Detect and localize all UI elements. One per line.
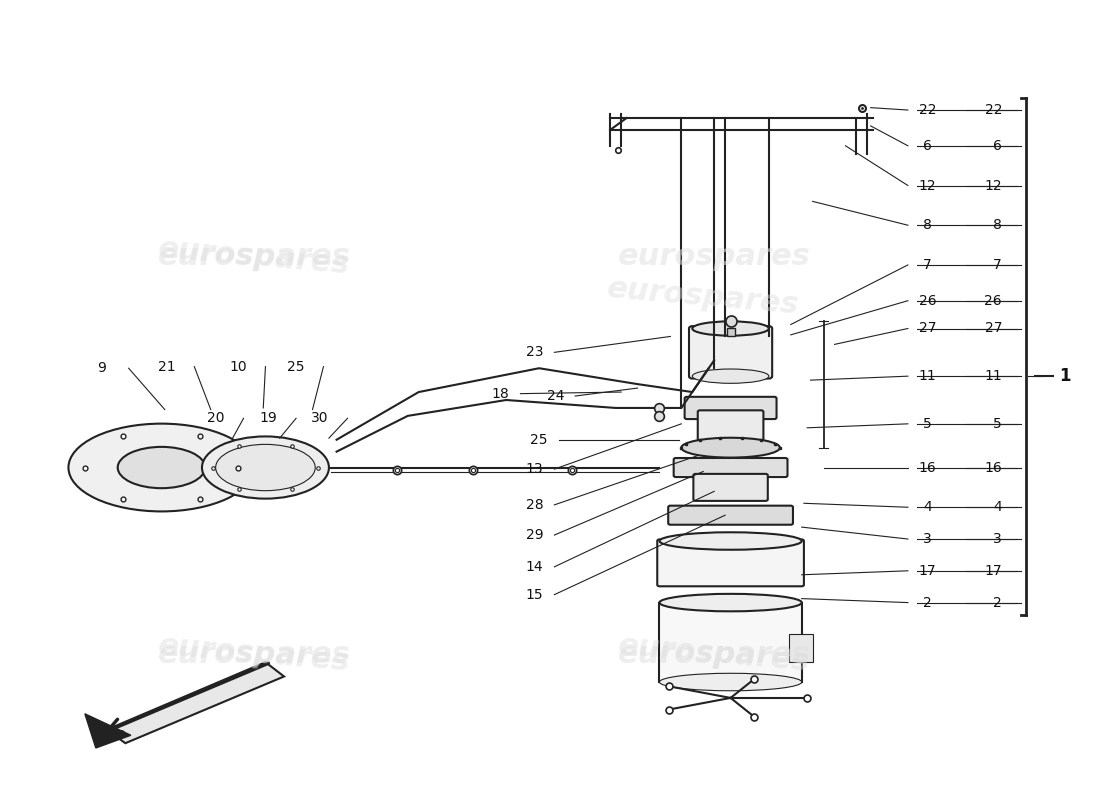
- Text: 7: 7: [993, 258, 1002, 272]
- Ellipse shape: [692, 322, 769, 336]
- Text: 10: 10: [229, 360, 246, 374]
- Text: 17: 17: [918, 564, 936, 578]
- Text: 22: 22: [984, 103, 1002, 117]
- Text: 17: 17: [984, 564, 1002, 578]
- Text: 14: 14: [526, 560, 543, 574]
- Text: 6: 6: [993, 138, 1002, 153]
- Text: 11: 11: [984, 369, 1002, 383]
- Text: 11: 11: [918, 369, 936, 383]
- Ellipse shape: [202, 437, 329, 498]
- Text: 12: 12: [918, 178, 936, 193]
- Text: 5: 5: [993, 417, 1002, 431]
- Text: 22: 22: [918, 103, 936, 117]
- Text: eurospares: eurospares: [618, 640, 811, 669]
- Ellipse shape: [659, 532, 802, 550]
- Text: 13: 13: [526, 462, 543, 476]
- Polygon shape: [107, 662, 284, 743]
- Text: 23: 23: [526, 346, 543, 359]
- Ellipse shape: [659, 674, 802, 690]
- Text: 1: 1: [1059, 367, 1070, 385]
- Text: 26: 26: [984, 294, 1002, 308]
- Text: 3: 3: [993, 532, 1002, 546]
- Text: 20: 20: [208, 411, 224, 426]
- FancyBboxPatch shape: [658, 539, 804, 586]
- Text: 2: 2: [993, 595, 1002, 610]
- Text: 5: 5: [923, 417, 932, 431]
- Text: eurospares: eurospares: [158, 640, 351, 669]
- Text: 25: 25: [530, 433, 548, 446]
- Text: 15: 15: [526, 588, 543, 602]
- Ellipse shape: [659, 594, 802, 611]
- Text: 19: 19: [260, 411, 277, 426]
- Text: eurospares: eurospares: [158, 242, 351, 271]
- Ellipse shape: [692, 369, 769, 383]
- Text: 27: 27: [984, 322, 1002, 335]
- Text: 8: 8: [993, 218, 1002, 232]
- Text: 26: 26: [918, 294, 936, 308]
- Text: 6: 6: [923, 138, 932, 153]
- Text: 18: 18: [492, 386, 509, 401]
- Polygon shape: [85, 714, 131, 748]
- Text: 24: 24: [547, 389, 564, 403]
- Bar: [659, 602, 802, 682]
- Ellipse shape: [118, 447, 206, 488]
- Text: eurospares: eurospares: [157, 234, 352, 280]
- Text: 28: 28: [526, 498, 543, 512]
- FancyBboxPatch shape: [689, 326, 772, 378]
- Text: 4: 4: [923, 500, 932, 514]
- Text: 27: 27: [918, 322, 936, 335]
- Text: 30: 30: [311, 411, 329, 426]
- Text: eurospares: eurospares: [606, 274, 801, 319]
- Ellipse shape: [216, 444, 316, 490]
- Text: 8: 8: [923, 218, 932, 232]
- Text: 25: 25: [287, 360, 305, 374]
- Text: 12: 12: [984, 178, 1002, 193]
- FancyBboxPatch shape: [673, 458, 788, 477]
- Text: 16: 16: [984, 461, 1002, 474]
- Text: 9: 9: [97, 362, 106, 375]
- Text: 4: 4: [993, 500, 1002, 514]
- Text: 16: 16: [918, 461, 936, 474]
- FancyBboxPatch shape: [668, 506, 793, 525]
- Ellipse shape: [68, 424, 254, 511]
- FancyBboxPatch shape: [693, 474, 768, 501]
- Text: eurospares: eurospares: [157, 631, 352, 677]
- Text: 7: 7: [923, 258, 932, 272]
- Text: eurospares: eurospares: [617, 631, 812, 677]
- FancyBboxPatch shape: [697, 410, 763, 446]
- Text: eurospares: eurospares: [618, 242, 811, 271]
- Text: 3: 3: [923, 532, 932, 546]
- Text: 2: 2: [923, 595, 932, 610]
- Text: 21: 21: [158, 360, 176, 374]
- Bar: [789, 634, 813, 662]
- Text: 29: 29: [526, 528, 543, 542]
- FancyBboxPatch shape: [684, 397, 777, 419]
- Ellipse shape: [681, 438, 780, 458]
